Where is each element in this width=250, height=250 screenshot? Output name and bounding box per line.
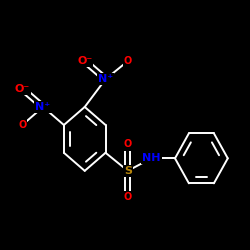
Text: S: S <box>124 166 132 176</box>
Text: O⁻: O⁻ <box>77 56 92 66</box>
Text: O: O <box>124 56 132 66</box>
Text: N⁺: N⁺ <box>36 102 51 112</box>
Text: O: O <box>124 192 132 202</box>
Text: O: O <box>124 140 132 149</box>
Text: NH: NH <box>142 153 161 163</box>
Text: O: O <box>18 120 26 130</box>
Text: O⁻: O⁻ <box>14 84 30 94</box>
Text: N⁺: N⁺ <box>98 74 113 84</box>
